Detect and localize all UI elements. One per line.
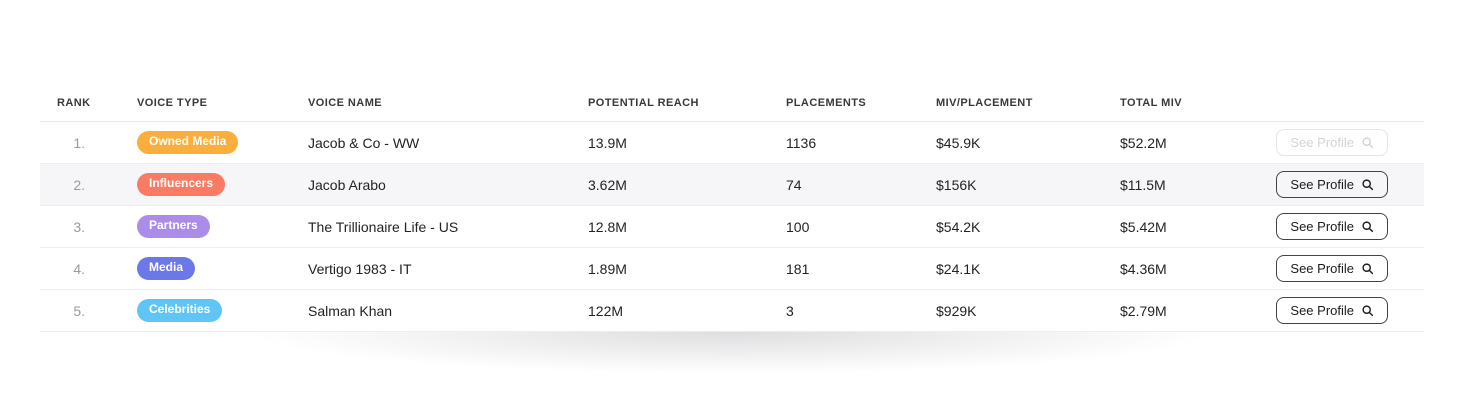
search-icon	[1361, 136, 1374, 149]
see-profile-button[interactable]: See Profile	[1276, 255, 1388, 282]
search-icon	[1361, 262, 1374, 275]
search-icon	[1361, 220, 1374, 233]
rank-value: 4.	[73, 260, 85, 277]
miv-per-placement-value: $45.9K	[936, 134, 981, 151]
see-profile-label: See Profile	[1290, 261, 1354, 276]
search-icon	[1361, 304, 1374, 317]
table-row: 4. Media Vertigo 1983 - IT 1.89M 181 $24…	[40, 248, 1424, 290]
column-header-total-miv: TOTAL MIV	[1120, 97, 1183, 109]
total-miv-value: $2.79M	[1120, 302, 1167, 319]
total-miv-value: $4.36M	[1120, 260, 1167, 277]
voice-type-badge: Influencers	[137, 173, 226, 196]
table-drop-shadow	[90, 332, 1374, 390]
potential-reach-value: 1.89M	[588, 260, 627, 277]
voice-type-badge: Owned Media	[137, 131, 239, 154]
potential-reach-value: 122M	[588, 302, 624, 319]
voice-name: Jacob Arabo	[308, 176, 386, 193]
voices-ranking-table: RANK VOICE TYPE VOICE NAME POTENTIAL REA…	[40, 85, 1424, 390]
placements-value: 181	[786, 260, 810, 277]
table-row: 2. Influencers Jacob Arabo 3.62M 74 $156…	[40, 164, 1424, 206]
voice-type-badge: Partners	[137, 215, 210, 238]
table-body: 1. Owned Media Jacob & Co - WW 13.9M 113…	[40, 122, 1424, 332]
total-miv-value: $52.2M	[1120, 134, 1167, 151]
column-header-miv-placement: MIV/PLACEMENT	[936, 97, 1033, 109]
see-profile-label: See Profile	[1290, 177, 1354, 192]
potential-reach-value: 13.9M	[588, 134, 627, 151]
see-profile-button[interactable]: See Profile	[1276, 213, 1388, 240]
placements-value: 74	[786, 176, 802, 193]
total-miv-value: $5.42M	[1120, 218, 1167, 235]
miv-per-placement-value: $54.2K	[936, 218, 981, 235]
column-header-voice-name: VOICE NAME	[308, 97, 383, 109]
rank-value: 5.	[73, 302, 85, 319]
see-profile-button[interactable]: See Profile	[1276, 297, 1388, 324]
voice-type-badge: Media	[137, 257, 196, 280]
miv-per-placement-value: $156K	[936, 176, 977, 193]
see-profile-button[interactable]: See Profile	[1276, 129, 1388, 156]
column-header-voice-type: VOICE TYPE	[137, 97, 208, 109]
total-miv-value: $11.5M	[1120, 176, 1166, 193]
column-header-placements: PLACEMENTS	[786, 97, 867, 109]
voice-type-badge: Celebrities	[137, 299, 223, 322]
placements-value: 3	[786, 302, 794, 319]
placements-value: 100	[786, 218, 810, 235]
see-profile-label: See Profile	[1290, 303, 1354, 318]
see-profile-label: See Profile	[1290, 135, 1354, 150]
see-profile-button[interactable]: See Profile	[1276, 171, 1388, 198]
rank-value: 1.	[73, 134, 85, 151]
potential-reach-value: 12.8M	[588, 218, 627, 235]
placements-value: 1136	[786, 134, 817, 151]
table-row: 5. Celebrities Salman Khan 122M 3 $929K …	[40, 290, 1424, 332]
miv-per-placement-value: $929K	[936, 302, 977, 319]
table-header-row: RANK VOICE TYPE VOICE NAME POTENTIAL REA…	[40, 85, 1424, 122]
column-header-potential-reach: POTENTIAL REACH	[588, 97, 699, 109]
voice-name: Vertigo 1983 - IT	[308, 260, 412, 277]
voice-name: The Trillionaire Life - US	[308, 218, 459, 235]
table-row: 3. Partners The Trillionaire Life - US 1…	[40, 206, 1424, 248]
voice-name: Jacob & Co - WW	[308, 134, 420, 151]
potential-reach-value: 3.62M	[588, 176, 627, 193]
see-profile-label: See Profile	[1290, 219, 1354, 234]
miv-per-placement-value: $24.1K	[936, 260, 981, 277]
voice-name: Salman Khan	[308, 302, 393, 319]
table-row: 1. Owned Media Jacob & Co - WW 13.9M 113…	[40, 122, 1424, 164]
rank-value: 3.	[73, 218, 85, 235]
rank-value: 2.	[73, 176, 85, 193]
column-header-rank: RANK	[57, 97, 91, 109]
search-icon	[1361, 178, 1374, 191]
